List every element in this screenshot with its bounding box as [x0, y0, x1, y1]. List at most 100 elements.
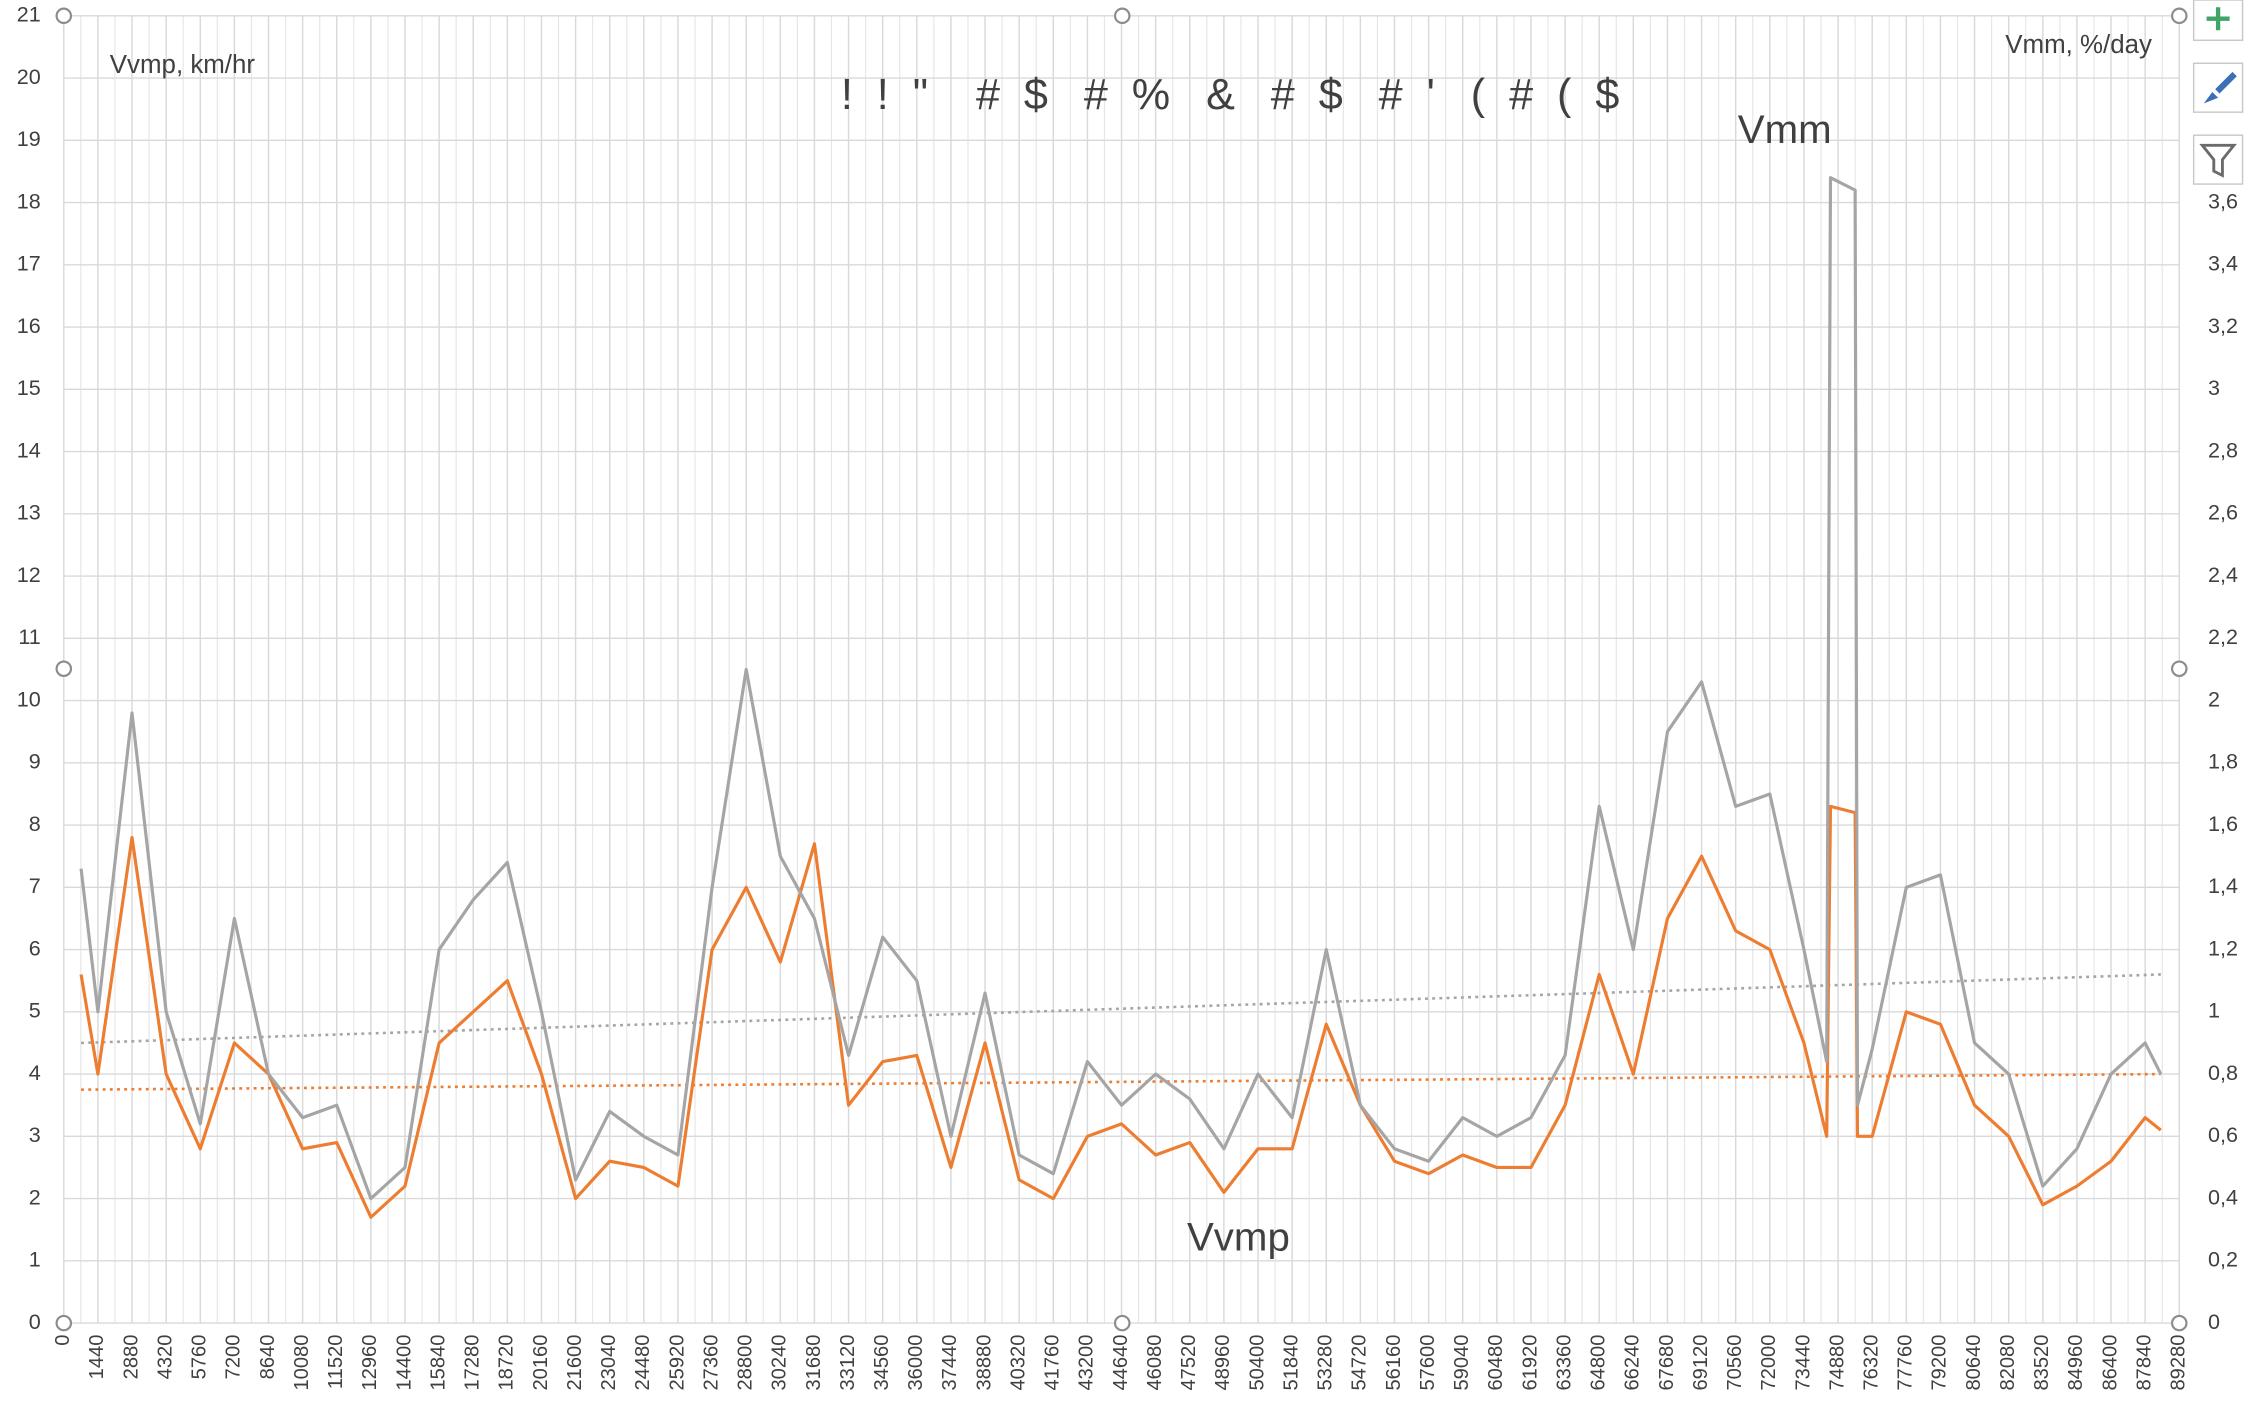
x-tick-label: 8640 [257, 1335, 279, 1380]
y-tick-label: 12 [17, 562, 41, 587]
y-tick-label: 9 [29, 749, 41, 774]
annotation: Vvmp [1187, 1214, 1290, 1259]
handle[interactable] [55, 1314, 73, 1332]
filter-icon [2199, 143, 2237, 178]
y-tick-label: 21 [17, 2, 41, 27]
handle[interactable] [2171, 7, 2188, 25]
y-tick-label: 18 [17, 188, 41, 213]
x-tick-label: 56160 [1383, 1335, 1405, 1391]
y2-tick-label: 2,4 [2208, 562, 2238, 587]
y2-tick-label: 1 [2208, 998, 2220, 1023]
x-tick-label: 44640 [1110, 1335, 1132, 1391]
x-tick-label: 87840 [2133, 1335, 2155, 1391]
handle[interactable] [1113, 1314, 1131, 1332]
x-tick-label: 60480 [1485, 1335, 1507, 1391]
x-tick-label: 51840 [1280, 1335, 1302, 1391]
x-tick-label: 20160 [530, 1335, 552, 1391]
x-tick-label: 31680 [803, 1335, 825, 1391]
y-tick-label: 17 [17, 251, 41, 276]
x-tick-label: 34560 [871, 1335, 893, 1391]
grid [63, 15, 2180, 1324]
x-tick-label: 77760 [1895, 1335, 1917, 1391]
y-tick-label: 19 [17, 126, 41, 151]
brush-icon [2203, 71, 2237, 104]
y-tick-label: 8 [29, 811, 41, 836]
y-tick-label: 14 [17, 437, 41, 462]
x-tick-label: 15840 [427, 1335, 449, 1391]
y-tick-label: 13 [17, 500, 41, 525]
y2-tick-label: 3,6 [2208, 188, 2238, 213]
button-bg[interactable] [2192, 134, 2244, 185]
y2-tick-label: 0 [2208, 1309, 2220, 1334]
x-tick-label: 89280 [2168, 1335, 2190, 1391]
plot [79, 176, 2163, 1219]
x-tick-label: 64800 [1588, 1335, 1610, 1391]
y2-axis-label: Vmm, %/day [2005, 31, 2152, 59]
y2-tick-label: 3,2 [2208, 313, 2238, 338]
selection-handles [55, 7, 2188, 1332]
x-tick-label: 25920 [666, 1335, 688, 1391]
x-tick-label: 53280 [1315, 1335, 1337, 1391]
x-tick-label: 59040 [1451, 1335, 1473, 1391]
chart-filters-button[interactable] [2192, 134, 2244, 185]
series-line [79, 176, 2163, 1201]
y2-tick-label: 2,2 [2208, 624, 2238, 649]
y-tick-label: 11 [18, 624, 40, 649]
x-tick-label: 43200 [1076, 1335, 1098, 1391]
y-tick-label: 20 [17, 64, 41, 89]
x-tick-label: 73440 [1792, 1335, 1814, 1391]
x-tick-label: 46080 [1144, 1335, 1166, 1391]
y-tick-label: 2 [29, 1184, 41, 1209]
handle[interactable] [2171, 1314, 2188, 1332]
x-tick-label: 4320 [154, 1335, 176, 1380]
x-tick-label: 76320 [1861, 1335, 1883, 1391]
x-tick-label: 23040 [598, 1335, 620, 1391]
y2-tick-label: 1,4 [2208, 873, 2238, 898]
y-tick-label: 16 [17, 313, 41, 338]
x-tick-label: 27360 [700, 1335, 722, 1391]
x-tick-label: 37440 [939, 1335, 961, 1391]
x-tick-label: 79200 [1929, 1335, 1951, 1391]
x-tick-label: 67680 [1656, 1335, 1678, 1391]
y-tick-label: 5 [29, 998, 41, 1023]
x-tick-label: 5760 [189, 1335, 211, 1380]
x-tick-label: 72000 [1758, 1335, 1780, 1391]
x-tick-label: 38880 [973, 1335, 995, 1391]
y-tick-label: 10 [17, 686, 41, 711]
x-tick-label: 83520 [2031, 1335, 2053, 1391]
y2-tick-label: 1,2 [2208, 935, 2238, 960]
y2-tick-label: 3 [2208, 375, 2220, 400]
handle[interactable] [1113, 7, 1131, 25]
y-tick-label: 7 [29, 873, 41, 898]
handle[interactable] [55, 660, 73, 678]
x-tick-label: 82080 [1997, 1335, 2019, 1391]
y-tick-label: 4 [29, 1060, 41, 1085]
x-tick-label: 61920 [1519, 1335, 1541, 1391]
chart-styles-button[interactable] [2192, 62, 2244, 113]
x-tick-label: 10080 [291, 1335, 313, 1391]
y2-tick-label: 2,6 [2208, 500, 2238, 525]
chart-elements-button[interactable] [2192, 0, 2244, 41]
x-tick-label: 66240 [1622, 1335, 1644, 1391]
y-tick-label: 1 [29, 1247, 41, 1272]
x-tick-label: 28800 [735, 1335, 757, 1391]
x-tick-label: 74880 [1826, 1335, 1848, 1391]
x-tick-label: 70560 [1724, 1335, 1746, 1391]
y2-tick-label: 3,4 [2208, 251, 2238, 276]
x-tick-label: 47520 [1178, 1335, 1200, 1391]
x-tick-label: 80640 [1963, 1335, 1985, 1391]
x-tick-label: 33120 [837, 1335, 859, 1391]
x-tick-label: 1440 [86, 1335, 108, 1380]
handle[interactable] [2171, 660, 2188, 678]
handle[interactable] [55, 7, 73, 25]
y2-tick-label: 1,6 [2208, 811, 2238, 836]
x-tick-label: 84960 [2065, 1335, 2087, 1391]
x-tick-label: 63360 [1553, 1335, 1575, 1391]
x-tick-label: 40320 [1007, 1335, 1029, 1391]
x-tick-label: 57600 [1417, 1335, 1439, 1391]
x-tick-label: 14400 [393, 1335, 415, 1391]
y-tick-label: 6 [29, 935, 41, 960]
x-tick-label: 0 [52, 1335, 74, 1346]
y-tick-label: 0 [29, 1309, 41, 1334]
x-tick-label: 11520 [325, 1335, 347, 1389]
